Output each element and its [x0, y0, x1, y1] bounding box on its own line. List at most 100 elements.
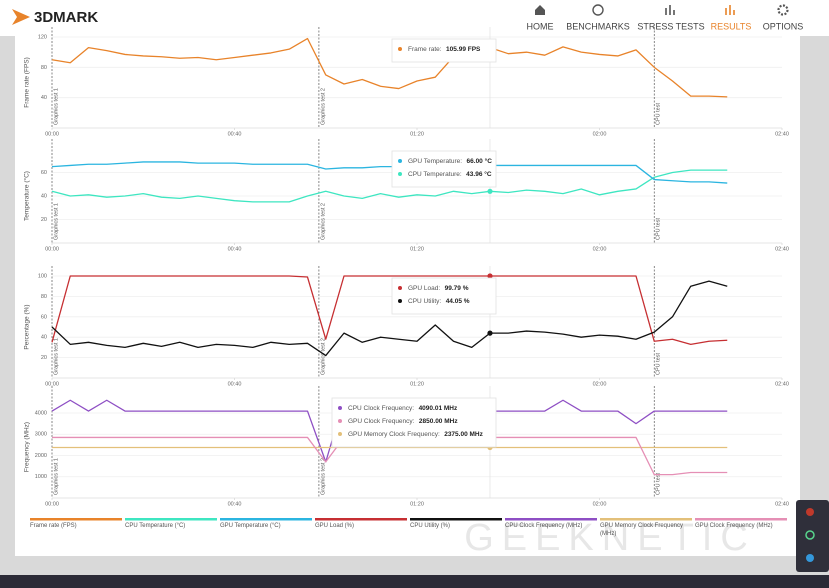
side-panel: [796, 500, 829, 572]
tooltip-box: [391, 277, 497, 315]
hover-dot: [487, 188, 493, 194]
y-tick-label: 80: [41, 65, 47, 71]
legend-swatch: [220, 518, 312, 521]
nav-stress-tests[interactable]: STRESS TESTS: [637, 21, 704, 31]
tooltip-text: CPU Utility: 44.05 %: [408, 292, 470, 309]
tooltip-label: GPU Load:: [408, 285, 440, 292]
y-tick-label: 80: [41, 294, 47, 300]
tooltip-value: 66.00 °C: [467, 157, 493, 165]
chart: Temperature (°C) 20 40 60 00:00 00:40 01:20 02:…: [23, 139, 789, 252]
nav-home[interactable]: HOME: [527, 21, 554, 31]
legend-swatch: [30, 518, 122, 521]
legend-text[interactable]: GPU Clock Frequency (MHz): [695, 523, 773, 529]
legend-text[interactable]: GPU Memory Clock Frequency (MHz): [600, 523, 684, 537]
series-line: [51, 275, 728, 345]
tooltip-label: CPU Temperature:: [408, 171, 462, 178]
tooltip-label: Frame rate:: [408, 46, 442, 53]
x-tick-label: 00:40: [228, 246, 242, 252]
app-icon[interactable]: [806, 554, 814, 562]
watermark: GEEKNETIC: [464, 517, 756, 559]
tooltip-box: [391, 150, 497, 188]
options-icon: [777, 4, 789, 16]
legend-item: CPU Clock Frequency (MHz): [505, 523, 583, 529]
legend-text[interactable]: CPU Utility (%): [410, 523, 450, 529]
chart: Percentage (%) 20 40 60 80 100 00:00 00:40 01:20…: [24, 266, 789, 387]
legend-swatch: [125, 518, 217, 521]
hover-dot: [487, 273, 493, 279]
x-tick-label: 02:40: [775, 501, 789, 507]
test-marker-label: Graphics test 2: [320, 338, 326, 375]
legend-text[interactable]: GPU Temperature (°C): [220, 523, 281, 529]
test-marker-label: Graphics test 2: [320, 458, 326, 495]
y-tick-label: 4000: [35, 410, 47, 416]
test-marker-label: CPU test: [656, 353, 662, 375]
chart: Frame rate (FPS) 40 80 120 00:00 00:40 01:20 02…: [24, 27, 789, 137]
series-line: [51, 280, 728, 357]
test-marker-label: Graphics test 1: [53, 203, 59, 240]
app-icon[interactable]: [805, 530, 815, 540]
legend: Frame rate (FPS) CPU Temperature (°C) GPU …: [30, 518, 787, 537]
legend-swatch: [600, 518, 692, 521]
legend-item: CPU Utility (%): [410, 523, 450, 529]
tooltip-value: 99.79 %: [445, 285, 469, 292]
tooltip-swatch: [398, 172, 402, 176]
legend-swatch: [410, 518, 502, 521]
nav-options[interactable]: OPTIONS: [763, 21, 804, 31]
x-tick-label: 00:00: [45, 131, 59, 137]
tooltip-swatch: [398, 299, 402, 303]
tooltip-value: 105.99 FPS: [446, 46, 481, 53]
y-tick-label: 20: [41, 355, 47, 361]
x-tick-label: 00:00: [45, 381, 59, 387]
tooltip-swatch: [398, 47, 402, 51]
test-marker-label: Graphics test 2: [320, 88, 326, 125]
test-marker-label: Graphics test 1: [53, 458, 59, 495]
tooltip-swatch: [338, 406, 342, 410]
x-tick-label: 02:40: [775, 131, 789, 137]
legend-text[interactable]: CPU Clock Frequency (MHz): [505, 523, 583, 529]
legend-swatch: [505, 518, 597, 521]
tooltip-value: 2375.00 MHz: [444, 431, 483, 438]
y-tick-label: 1000: [35, 474, 47, 480]
legend-text[interactable]: Frame rate (FPS): [30, 523, 77, 529]
legend-item: GPU Load (%): [315, 523, 355, 529]
y-tick-label: 60: [41, 170, 47, 176]
tooltip-label: CPU Clock Frequency:: [348, 405, 414, 412]
series-line: [51, 37, 728, 98]
tooltip: GPU Load: 99.79 %CPU Utility: 44.05 %: [391, 277, 497, 315]
y-axis-title: Frame rate (FPS): [24, 57, 31, 108]
legend-item: Frame rate (FPS): [30, 523, 77, 529]
app-icon[interactable]: [806, 508, 814, 516]
x-tick-label: 02:40: [775, 246, 789, 252]
chart: Frequency (MHz) 1000 2000 3000 4000 00:00 00:4…: [24, 386, 789, 507]
test-marker-label: Graphics test 1: [53, 88, 59, 125]
tooltip-text: Frame rate: 105.99 FPS: [408, 40, 481, 57]
y-tick-label: 40: [41, 335, 47, 341]
x-tick-label: 02:00: [593, 246, 607, 252]
y-axis-title: Percentage (%): [24, 304, 31, 349]
tooltip-label: CPU Utility:: [408, 298, 441, 305]
legend-swatch: [315, 518, 407, 521]
y-tick-label: 2000: [35, 453, 47, 459]
x-tick-label: 01:20: [410, 246, 424, 252]
nav-results[interactable]: RESULTS: [711, 21, 752, 31]
y-tick-label: 40: [41, 95, 47, 101]
x-tick-label: 01:20: [410, 381, 424, 387]
nav-benchmarks[interactable]: BENCHMARKS: [566, 21, 630, 31]
tooltip-swatch: [338, 432, 342, 436]
tooltip-box: [331, 397, 497, 448]
hover-dot: [487, 330, 493, 336]
x-tick-label: 00:40: [228, 501, 242, 507]
taskbar: [0, 575, 829, 588]
benchmarks-icon: [592, 4, 604, 16]
header: 3DMARK HOME BENCHMARKS STRESS TESTS RESU…: [0, 0, 829, 36]
legend-text[interactable]: CPU Temperature (°C): [125, 523, 186, 529]
tooltip-value: 4090.01 MHz: [419, 405, 458, 412]
y-tick-label: 3000: [35, 432, 47, 438]
home-icon: [535, 5, 545, 15]
legend-swatch: [695, 518, 787, 521]
y-tick-label: 100: [38, 273, 47, 279]
legend-text[interactable]: GPU Load (%): [315, 523, 355, 529]
header-bar: [0, 0, 829, 36]
test-marker-label: CPU test: [656, 103, 662, 125]
x-tick-label: 02:00: [593, 501, 607, 507]
